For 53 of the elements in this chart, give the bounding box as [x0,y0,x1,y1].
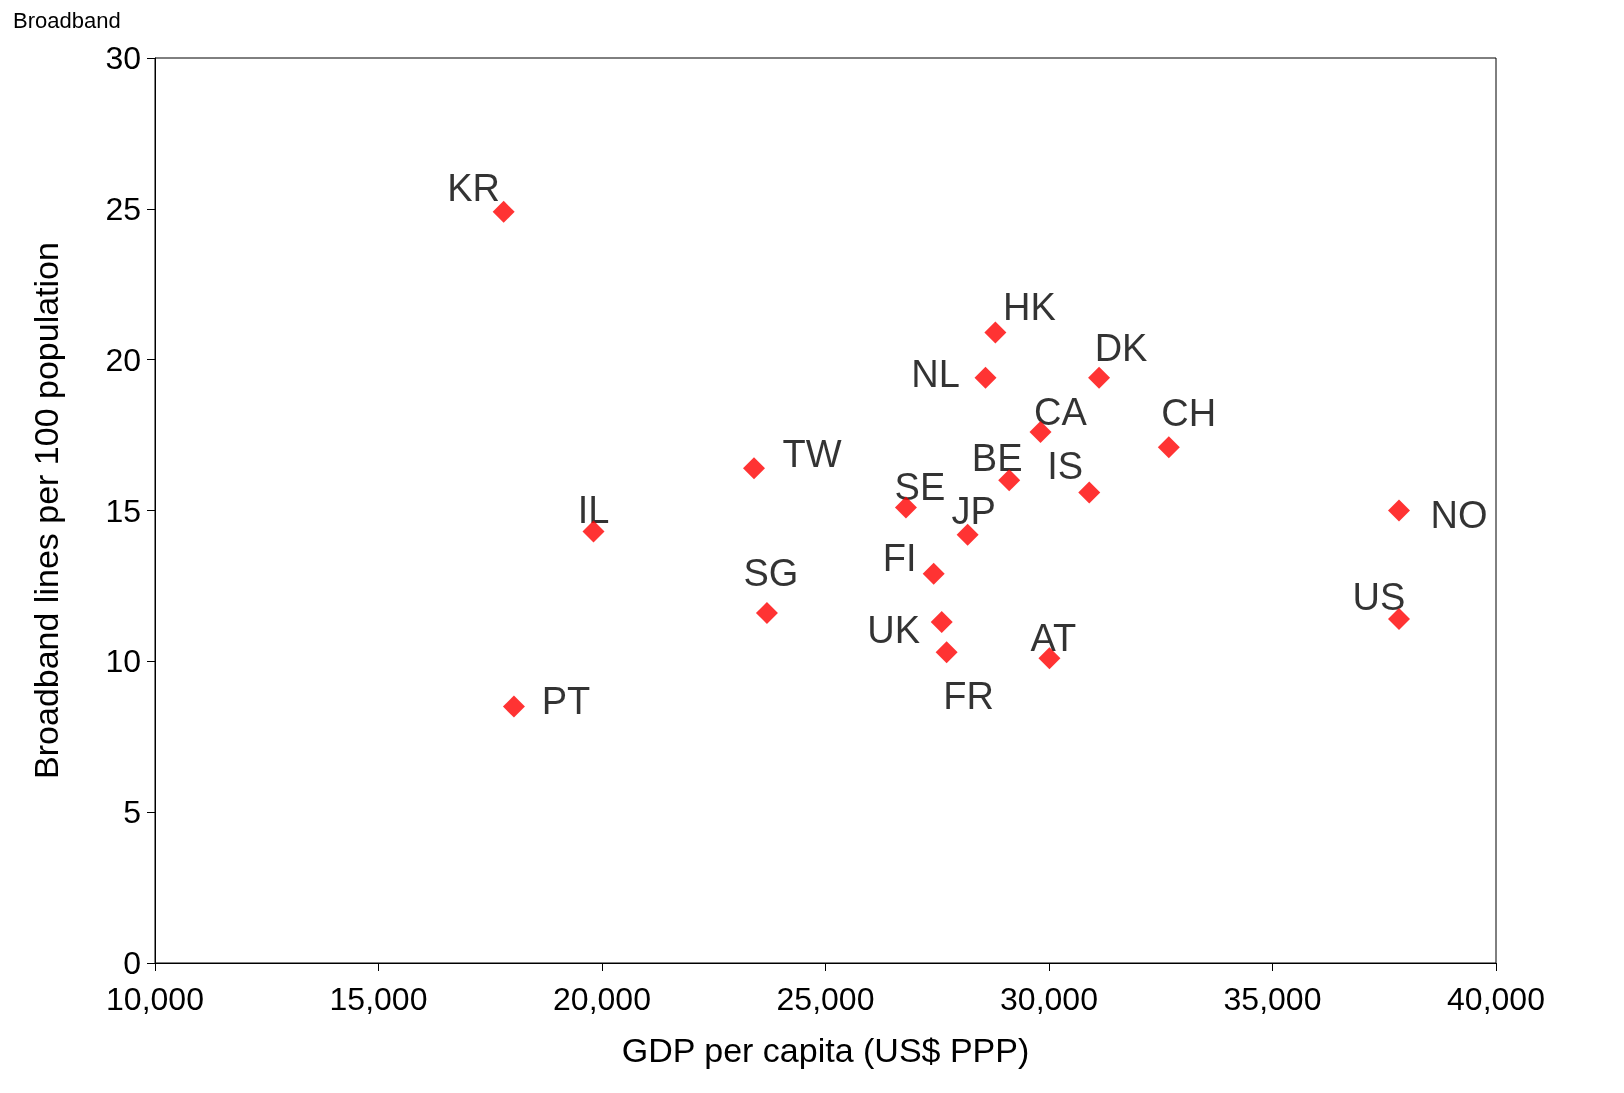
annotation: NO [1430,493,1488,536]
x-tick-label: 30,000 [1000,981,1098,1017]
point [974,366,997,389]
point [998,469,1021,492]
point [930,611,953,634]
annotation: CH [1161,392,1217,435]
point [956,523,979,546]
annotation: PT [541,679,591,722]
y-tick-label: 30 [105,40,141,76]
annotation: AT [1030,617,1077,660]
annotation: KR [447,166,501,209]
y-tick-label: 20 [105,341,141,378]
y-axis-title: Broadband lines per 100 population [27,242,65,779]
x-axis-title: GDP per capita (US$ PPP) [621,1031,1030,1069]
annotation: BE [971,437,1023,480]
x-tick-label: 10,000 [106,981,204,1017]
y-tick-label: 25 [105,190,141,227]
point [742,457,765,480]
annotation: CA [1034,391,1088,434]
point [1078,481,1101,504]
annotation: IS [1047,445,1084,488]
annotation: HK [1002,285,1056,328]
y-tick-label: 15 [105,492,141,529]
x-tick-label: 25,000 [776,981,875,1017]
point [1157,436,1180,459]
x-tick-label: 15,000 [329,981,428,1017]
annotation: SG [743,552,799,595]
annotation: TW [782,433,842,476]
point [984,321,1007,344]
annotation: US [1352,576,1406,619]
annotation: DK [1094,326,1148,369]
point [1388,608,1410,631]
y-tick-label: 0 [123,945,141,981]
x-tick-label: 20,000 [553,981,651,1017]
annotation: NL [911,352,960,395]
annotation: UK [867,609,921,652]
point [922,562,945,585]
annotation: FR [943,675,994,718]
y-tick-label: 10 [105,643,141,680]
annotation: FI [882,536,917,579]
point [1088,366,1111,389]
annotation: SE [894,466,946,509]
annotation: JP [951,489,996,532]
point [755,602,778,625]
point [1388,499,1410,522]
x-tick-label: 40,000 [1447,981,1545,1017]
annotation: IL [577,488,610,531]
point [502,695,525,718]
chart-title: Broadband [13,7,121,33]
x-tick-label: 35,000 [1223,981,1322,1017]
point [935,641,958,664]
point [492,200,515,223]
y-tick-label: 5 [123,794,141,831]
